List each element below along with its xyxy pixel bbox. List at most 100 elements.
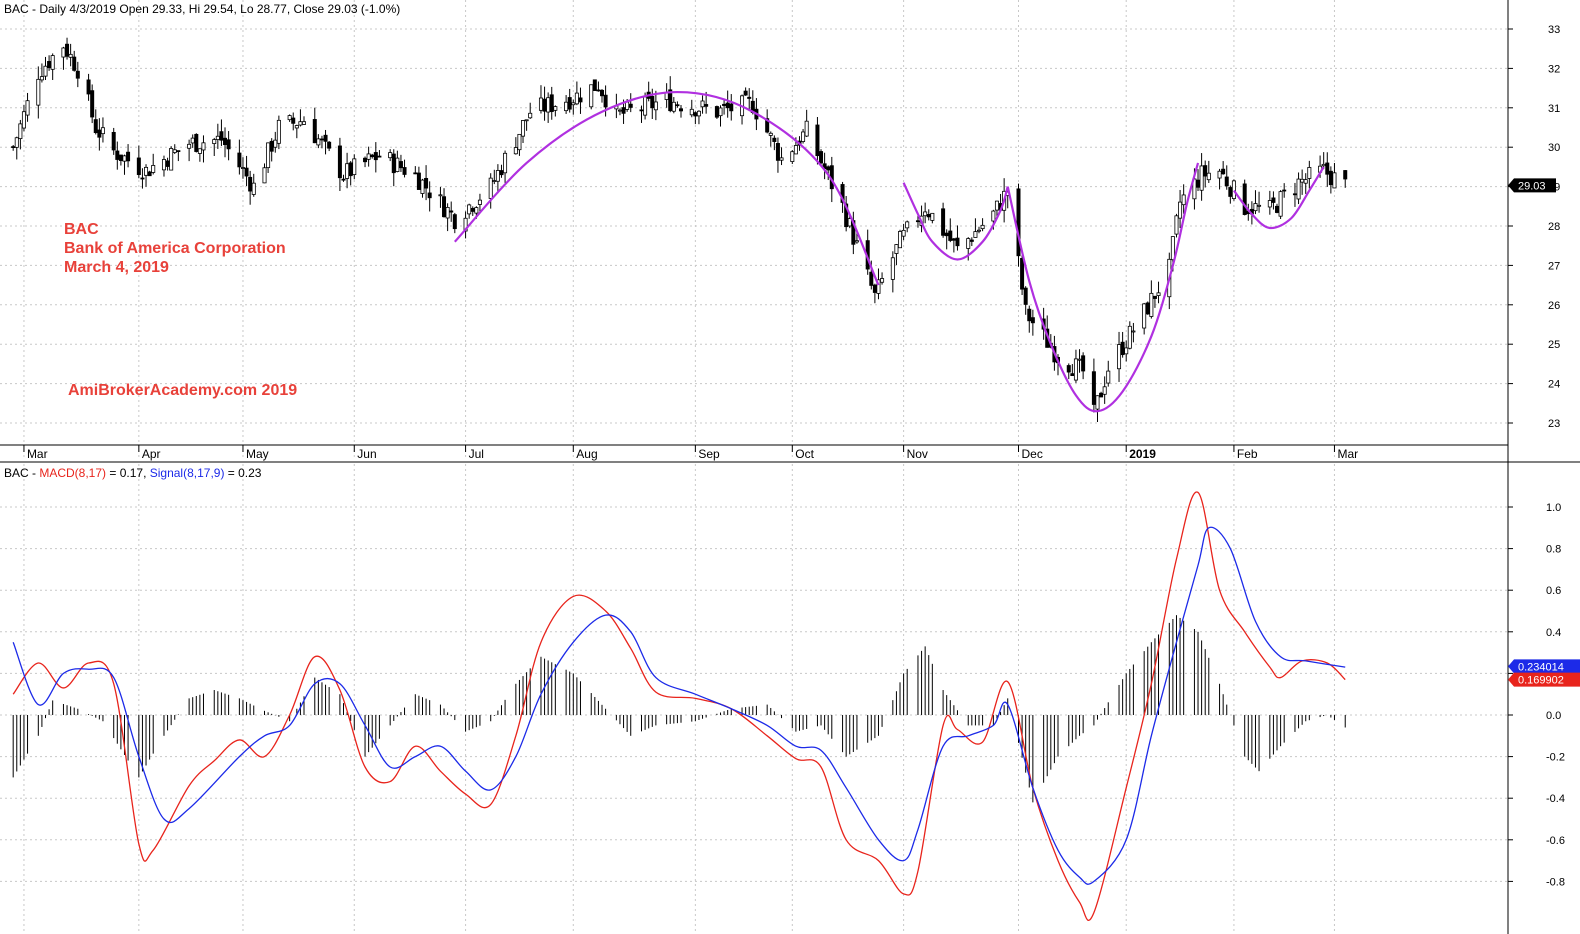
candle-down	[567, 97, 572, 110]
candle-up	[973, 231, 978, 238]
candle-up	[172, 149, 177, 153]
candle-up	[1102, 386, 1107, 395]
candle-down	[373, 152, 378, 161]
candle-down	[549, 94, 554, 113]
x-tick-label: Nov	[907, 447, 928, 461]
candle-up	[161, 159, 166, 171]
annotation-date: March 4, 2019	[64, 259, 169, 276]
candle-down	[725, 102, 730, 109]
candle-up	[898, 231, 903, 249]
candle-down	[398, 161, 403, 169]
candle-up	[36, 78, 41, 106]
price-chart-title: BAC - Daily 4/3/2019 Open 29.33, Hi 29.5…	[4, 2, 401, 16]
candle-up	[298, 121, 303, 126]
candle-up	[302, 121, 307, 125]
candle-down	[693, 112, 698, 117]
candle-down	[592, 79, 597, 91]
candle-down	[772, 137, 777, 142]
candle-up	[793, 145, 798, 155]
cup-curve	[1233, 166, 1325, 230]
candle-down	[1242, 183, 1247, 215]
candle-up	[901, 229, 906, 237]
cup-curve	[902, 182, 1009, 261]
candle-up	[854, 240, 859, 243]
candle-up	[689, 108, 694, 116]
candle-up	[262, 167, 267, 184]
candle-down	[722, 103, 727, 106]
candle-up	[1156, 292, 1161, 296]
candle-down	[1070, 373, 1075, 377]
macd-legend-label: MACD(8,17)	[39, 466, 107, 480]
candle-up	[1106, 370, 1111, 384]
price-grid	[0, 0, 1508, 458]
signal-line	[12, 526, 1346, 885]
candle-up	[538, 97, 543, 111]
candle-down	[869, 271, 874, 286]
candle-down	[319, 138, 324, 141]
candle-up	[477, 199, 482, 205]
candle-up	[201, 142, 206, 151]
candle-up	[1142, 303, 1147, 329]
candle-down	[679, 108, 684, 112]
candle-down	[323, 134, 328, 142]
candle-down	[639, 109, 644, 112]
macd-y-tick-label: -0.2	[1546, 752, 1565, 764]
x-tick-label: Dec	[1022, 447, 1043, 461]
candle-up	[718, 107, 723, 117]
candle-up	[966, 238, 971, 249]
candle-up	[553, 106, 558, 111]
candle-down	[244, 167, 249, 177]
x-tick-label: Oct	[795, 447, 814, 461]
candle-down	[872, 284, 877, 293]
candle-up	[190, 137, 195, 144]
candle-down	[219, 131, 224, 141]
candle-down	[11, 146, 16, 149]
macd-line	[12, 491, 1346, 921]
macd-grid	[0, 464, 1508, 934]
candle-down	[650, 96, 655, 109]
price-y-tick-label: 30	[1548, 142, 1560, 154]
candle-up	[68, 53, 73, 58]
candle-down	[844, 203, 849, 228]
candle-up	[1307, 167, 1312, 179]
candle-up	[1206, 172, 1211, 181]
candle-down	[1081, 355, 1086, 372]
x-tick-label: Jun	[357, 447, 376, 461]
candle-up	[240, 167, 245, 169]
macd-chart-title: BAC - MACD(8,17) = 0.17, Signal(8,17,9) …	[4, 466, 261, 480]
candle-down	[765, 118, 770, 133]
candle-down	[1016, 188, 1021, 257]
candle-down	[1027, 308, 1032, 322]
candle-up	[564, 101, 569, 112]
candle-up	[144, 166, 149, 176]
candle-up	[445, 207, 450, 219]
candle-up	[420, 179, 425, 194]
macd-y-tick-label: -0.6	[1546, 835, 1565, 847]
macd-y-tick-label: 1.0	[1546, 502, 1561, 514]
candle-up	[287, 115, 292, 121]
candle-up	[39, 76, 44, 81]
candle-down	[341, 178, 346, 181]
candle-down	[704, 104, 709, 107]
candle-down	[1066, 365, 1071, 373]
candle-up	[1199, 165, 1204, 191]
candle-up	[790, 151, 795, 162]
candle-up	[1321, 163, 1326, 167]
candle-up	[1170, 236, 1175, 261]
candle-up	[61, 47, 66, 58]
candle-up	[1124, 347, 1129, 355]
candle-down	[75, 70, 80, 79]
candle-down	[291, 117, 296, 124]
candle-down	[165, 160, 170, 167]
candle-down	[542, 98, 547, 112]
cup-curve-annotation	[453, 90, 1325, 413]
macd-legend-value: = 0.17,	[106, 466, 150, 480]
candle-up	[43, 65, 48, 77]
candle-up	[1303, 179, 1308, 184]
candle-down	[668, 89, 673, 112]
candle-down	[194, 133, 199, 152]
candle-up	[492, 180, 497, 182]
candle-down	[377, 155, 382, 158]
